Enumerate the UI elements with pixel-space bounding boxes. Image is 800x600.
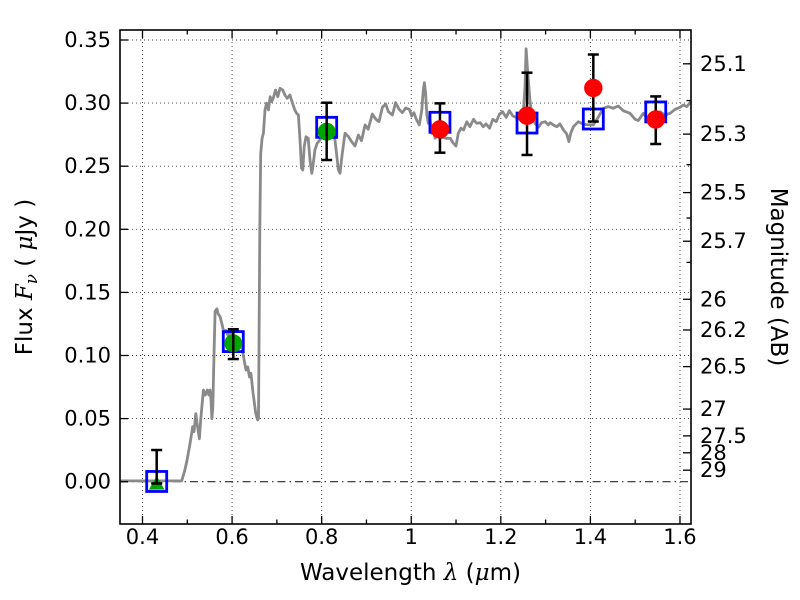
y-right-tick-label: 25.7	[700, 229, 747, 253]
x-tick-label: 1.2	[484, 525, 517, 549]
y-left-tick-label: 0.00	[64, 470, 111, 494]
red-circle-marker	[584, 78, 603, 98]
y-right-tick-label: 25.5	[700, 181, 747, 205]
y-left-tick-label: 0.35	[64, 28, 111, 52]
y-right-tick-label: 26.2	[700, 318, 747, 342]
y-right-tick-label: 29	[700, 458, 727, 482]
x-tick-label: 0.4	[126, 525, 159, 549]
plot-frame	[119, 29, 692, 525]
error-bars	[151, 53, 662, 485]
y-right-tick-label: 27.5	[700, 424, 747, 448]
y-axis-label-left: Flux Fν ( μJy )	[12, 199, 41, 355]
x-tick-label: 0.6	[215, 525, 248, 549]
x-tick-label: 1.4	[574, 525, 607, 549]
x-tick-label: 0.8	[305, 525, 338, 549]
y-right-tick-label: 26	[700, 287, 727, 311]
y-left-tick-label: 0.10	[64, 344, 111, 368]
observed-infrared-markers	[430, 78, 665, 139]
y-axis-label-right: Magnitude (AB)	[765, 188, 791, 367]
y-right-tick-label: 26.5	[700, 355, 747, 379]
y-left-tick-label: 0.25	[64, 154, 111, 178]
red-circle-marker	[646, 110, 665, 129]
y-left-tick-label: 0.20	[64, 217, 111, 241]
x-tick-label: 1	[405, 525, 418, 549]
y-right-tick-label: 27	[700, 397, 727, 421]
y-right-tick-label: 25.1	[700, 52, 747, 76]
y-left-tick-label: 0.15	[64, 280, 111, 304]
y-right-tick-label: 28	[700, 441, 727, 465]
x-axis-label: Wavelength λ (μm)	[300, 560, 521, 586]
red-circle-marker	[430, 120, 450, 139]
y-left-tick-label: 0.30	[64, 91, 111, 115]
axis-ticks	[120, 30, 691, 524]
y-left-tick-label: 0.05	[64, 407, 111, 431]
red-circle-marker	[517, 106, 537, 125]
y-right-tick-label: 25.3	[700, 122, 747, 146]
x-tick-label: 1.6	[663, 525, 696, 549]
